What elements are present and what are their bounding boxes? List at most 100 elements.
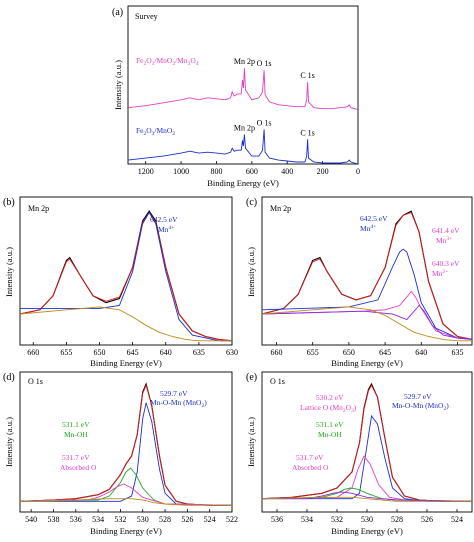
panel-e-xtick-label-524: 524 [451,515,463,524]
panel-c-mn4-peak: 642.5 eV [360,214,388,223]
panel-c-frame [261,196,473,346]
panel-e: (e) O 1s Intensity (a.u.) Binding Energy… [246,371,473,536]
panel-d-xtick-label-522: 522 [226,515,238,524]
panel-a-xtick-label-0: 0 [356,167,360,176]
panel-a: (a) Survey Intensity (a.u.) Binding Ener… [112,5,360,188]
panel-a-xlabel: Binding Energy (eV) [207,178,279,188]
panel-b-title: Mn 2p [28,204,49,213]
panel-e-mn2o3-label: Lattice O (Mn2O3) [300,403,357,414]
panel-c-series-mn4- [261,248,473,340]
panel-b-xlabel: Binding Energy (eV) [90,358,162,368]
panel-a-frame [127,5,359,165]
panel-d-xtick-label-538: 538 [47,515,59,524]
panel-d-mno2-peak: 529.7 eV [160,389,188,398]
panel-b-xtick-label-635: 635 [193,348,205,357]
legend-fe2o3-mno2: Fe2O3/MnO2 [136,126,175,137]
panel-e-series-mn-o-mn-mno2- [262,414,472,502]
panel-e-xlabel: Binding Energy (eV) [331,526,403,536]
panel-e-xtick-label-528: 528 [391,515,403,524]
panel-a-series-fe2o3-mno2 [127,129,359,165]
panel-b-species-label: Mn4+ [158,225,174,234]
panel-d-xtick-label-530: 530 [137,515,149,524]
panel-d-xtick-label-536: 536 [70,515,82,524]
panel-d-series-mn-o-mn-mno2- [20,402,232,506]
panel-d-frame [19,371,233,513]
panel-d-xtick-label-532: 532 [114,515,126,524]
panel-b-xtick-label-655: 655 [60,348,72,357]
panel-e-xtick-label-536: 536 [271,515,283,524]
panel-e-xtick-label-530: 530 [361,515,373,524]
panel-c-title: Mn 2p [270,204,291,213]
panel-c-label: (c) [246,197,257,208]
panel-d-series-background [19,498,232,506]
panel-a-title: Survey [135,12,158,21]
panel-b-series-fit [19,211,233,342]
panel-c-series-mn2- [261,304,473,340]
panel-a-peak-label-5: C 1s [300,128,314,137]
panel-d-xtick-label-524: 524 [204,515,216,524]
panel-a-xtick-label-800: 800 [210,167,222,176]
panel-e-xtick-label-526: 526 [421,515,433,524]
panel-d-mno2-label: Mn-O-Mn (MnO2) [150,398,207,409]
panel-e-abso-label: Absorbed O [292,463,329,472]
panel-d-xlabel: Binding Energy (eV) [90,526,162,536]
panel-d-abso-label: Absorbed O [60,463,97,472]
panel-e-mno2-peak: 529.7 eV [404,392,432,401]
panel-a-peak-label-1: O 1s [257,59,272,68]
panel-d: (d) O 1s Intensity (a.u.) Binding Energy… [3,371,238,536]
panel-a-xtick-label-600: 600 [246,167,258,176]
panel-b-series-mn4- [20,211,232,342]
panel-c-mn2-peak: 640.3 eV [432,259,460,268]
panel-c-ylabel: Intensity (a.u.) [246,247,256,297]
panel-b-frame [19,196,233,346]
legend-fe2o3-mno2-mn3o4: Fe2O3/MnO2/Mn3O4 [136,56,199,67]
panel-d-plot: 540 538 536 534 532 530 528 526 524 522 [19,382,238,524]
panel-c-xtick-label-650: 650 [343,348,355,357]
panel-a-peak-label-4: O 1s [257,118,272,127]
panel-d-xtick-label-534: 534 [92,515,104,524]
panel-b-xtick-label-630: 630 [226,348,238,357]
panel-a-series-fe2o3-mno2-mn2o3 [127,68,359,111]
panel-b-ylabel: Intensity (a.u.) [4,247,14,297]
panel-c-xtick-label-640: 640 [415,348,427,357]
panel-e-title: O 1s [270,377,285,386]
panel-d-abso-peak: 531.7 eV [62,453,90,462]
panel-e-mnoh-peak: 531.1 eV [316,420,344,429]
panel-d-ylabel: Intensity (a.u.) [4,417,14,467]
panel-b-peak-label: 642.5 eV [150,215,178,224]
panel-b-xtick-label-645: 645 [127,348,139,357]
panel-a-peak-label-3: Mn 2p [234,123,255,132]
panel-b-plot: 660 655 650 645 640 635 630 [19,210,238,357]
panel-d-label: (d) [3,372,15,383]
panel-e-mno2-label: Mn-O-Mn (MnO2) [392,401,449,412]
panel-c-series-fit [261,211,473,340]
panel-c-series-background [261,306,472,342]
panel-c-plot: 660 655 650 645 640 635 [261,210,473,357]
panel-a-xtick-label-1200: 1200 [138,167,154,176]
panel-b-xtick-label-650: 650 [94,348,106,357]
panel-a-xtick-label-200: 200 [317,167,329,176]
panel-c: (c) Mn 2p Intensity (a.u.) Binding Energ… [246,196,473,368]
panel-b-series-background [19,306,232,342]
panel-d-mnoh-label: Mn-OH [64,430,88,439]
panel-b-label: (b) [3,197,15,208]
panel-c-mn3-peak: 641.4 eV [432,226,460,235]
panel-e-series-fit [261,384,472,502]
panel-d-series-fit [19,383,232,506]
panel-c-xtick-label-635: 635 [452,348,464,357]
panel-a-label: (a) [112,7,123,18]
panel-d-mnoh-peak: 531.1 eV [62,420,90,429]
panel-b-xtick-label-640: 640 [160,348,172,357]
panel-c-xtick-label-660: 660 [270,348,282,357]
panel-d-xtick-label-528: 528 [159,515,171,524]
panel-b-series-raw [19,210,233,342]
panel-b: (b) Mn 2p Intensity (a.u.) Binding Energ… [3,196,238,368]
panel-e-xtick-label-534: 534 [301,515,313,524]
panel-e-label: (e) [246,372,257,383]
panel-c-xtick-label-645: 645 [379,348,391,357]
panel-e-xtick-label-532: 532 [331,515,343,524]
panel-e-ylabel: Intensity (a.u.) [246,417,256,467]
panel-c-xlabel: Binding Energy (eV) [331,358,403,368]
